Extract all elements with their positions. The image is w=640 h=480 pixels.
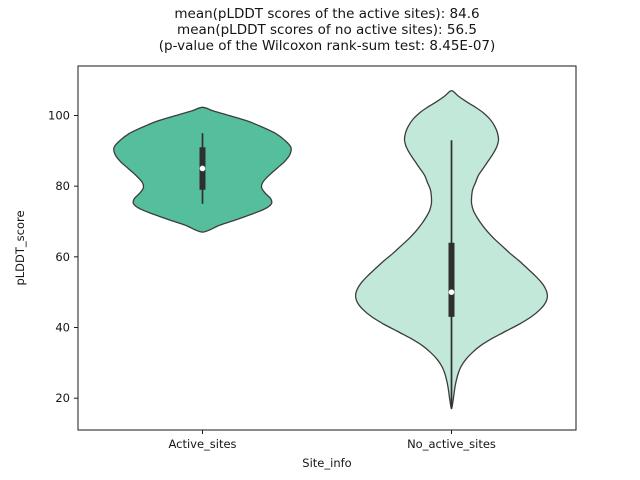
y-tick-label: 60: [55, 250, 70, 264]
plot-area: 20 40 60 80 100 Active_sites No_active_sites: [48, 65, 577, 451]
x-tick-label-no_active_sites: No_active_sites: [407, 437, 496, 451]
y-tick-label: 20: [55, 391, 70, 405]
chart-title-line-1: mean(pLDDT scores of the active sites): …: [174, 6, 479, 22]
median-dot-active_sites: [199, 165, 206, 172]
median-dot-no_active_sites: [448, 289, 455, 295]
axes-frame: [77, 65, 577, 431]
chart-title-line-2: mean(pLDDT scores of no active sites): 5…: [177, 22, 477, 38]
x-axis-label: Site_info: [302, 456, 351, 470]
x-tick-label-active_sites: Active_sites: [168, 437, 236, 451]
y-axis-label: pLDDT_score: [13, 210, 27, 285]
y-tick-label: 40: [55, 321, 70, 335]
y-tick-label: 100: [48, 108, 70, 122]
y-tick-label: 80: [55, 179, 70, 193]
chart-title-line-3: (p-value of the Wilcoxon rank-sum test: …: [159, 38, 496, 54]
